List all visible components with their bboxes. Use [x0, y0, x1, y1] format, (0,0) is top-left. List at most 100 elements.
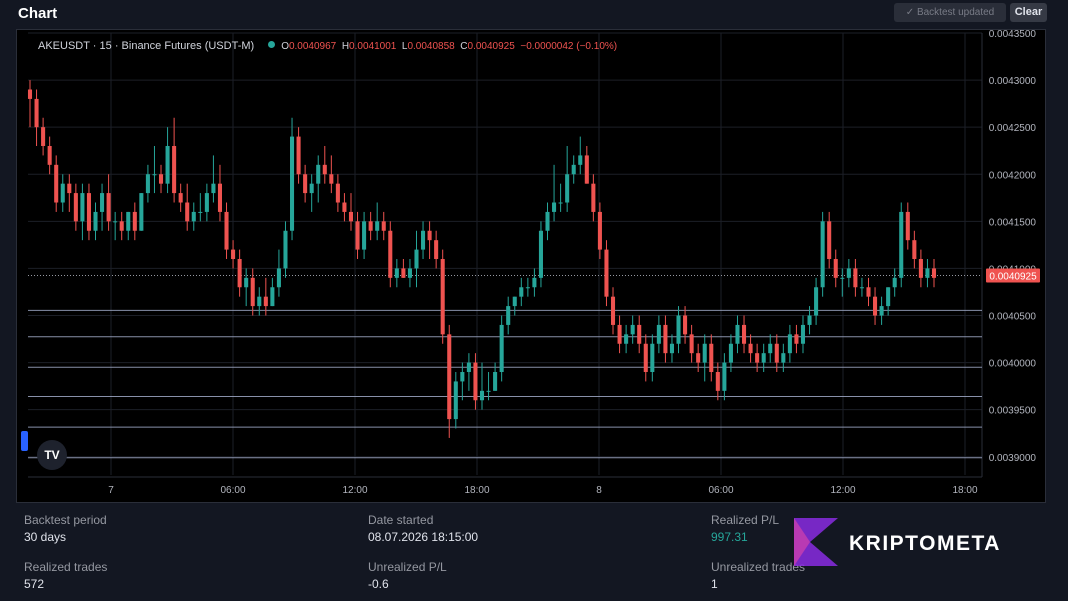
chart-panel[interactable] [16, 29, 1046, 503]
candle-body [931, 268, 937, 278]
candle-body [434, 240, 439, 260]
candle-body [689, 334, 694, 354]
candle-body [892, 277, 897, 288]
candle-body [224, 211, 229, 250]
candle-body [748, 343, 753, 354]
candle-body [191, 211, 196, 222]
candlestick-chart[interactable]: 0.0043500 0.0043000 0.0042500 0.0042000 0.00… [0, 0, 1068, 505]
candle-body [597, 211, 602, 250]
realized-pl-value: 997.31 [711, 530, 748, 544]
time-tick-label: 18:00 [952, 485, 977, 496]
last-price-label: 0.0040925 [989, 271, 1037, 282]
candle-body [833, 259, 838, 278]
candle-body [656, 324, 661, 344]
candle-body [565, 174, 570, 203]
candle-body [479, 390, 485, 401]
candle-body [460, 372, 465, 382]
candle-body [250, 277, 255, 307]
candle-body [466, 362, 471, 373]
candle-body [637, 324, 642, 344]
candle-body [60, 183, 65, 203]
window-title: Chart [18, 5, 58, 22]
candle-body [132, 211, 137, 231]
low-label: L [401, 41, 408, 52]
open-value: 0.0040967 [288, 41, 337, 52]
candle-body [178, 193, 183, 203]
candle-body [244, 277, 249, 288]
candle-body [663, 324, 668, 354]
candle-body [231, 249, 236, 260]
candle-body [545, 211, 550, 231]
tradingview-logo-icon[interactable]: TV [37, 440, 67, 470]
candle-body [41, 127, 46, 147]
backtest-period-label: Backtest period [24, 513, 107, 527]
candle-body [427, 230, 432, 241]
candle-body [237, 259, 242, 288]
time-tick-label: 12:00 [342, 485, 367, 496]
time-tick-label: 8 [596, 485, 602, 496]
kriptometa-logo-icon [794, 518, 838, 566]
candle-body [604, 249, 609, 297]
candle-body [165, 146, 170, 184]
candle-body [119, 221, 124, 231]
candle-body [827, 221, 832, 260]
candle-body [800, 324, 806, 344]
candle-body [34, 98, 39, 128]
clear-button[interactable]: Clear [1010, 3, 1047, 22]
candle-body [591, 183, 596, 212]
candle-body [820, 221, 825, 288]
time-tick-label: 06:00 [708, 485, 733, 496]
candle-body [617, 324, 622, 344]
candle-body [342, 202, 347, 212]
candle-body [73, 193, 78, 222]
last-price-marker [986, 268, 1040, 283]
candle-body [86, 193, 91, 231]
candle-body [473, 362, 478, 401]
candle-body [270, 287, 275, 307]
level-lines [28, 274, 982, 459]
candle-body [381, 221, 386, 231]
chart-legend: AKEUSDT · 15 · Binance Futures (USDT-M) O… [38, 40, 617, 52]
candle-body [211, 183, 216, 194]
candle-body [204, 193, 209, 212]
candle-body [440, 259, 445, 335]
candle-body [552, 202, 557, 212]
candle-body [421, 230, 426, 250]
candle-body [624, 334, 629, 344]
candle-body [158, 174, 164, 184]
candle-body [741, 324, 747, 344]
open-label: O [281, 41, 289, 52]
high-label: H [341, 41, 350, 52]
candle-body [93, 211, 98, 231]
candle-body [303, 174, 308, 194]
unrealized-trades-value: 1 [711, 577, 718, 591]
candle-body [499, 324, 504, 373]
candle-body [781, 353, 786, 363]
drag-handle[interactable] [21, 431, 28, 451]
candle-body [578, 155, 583, 165]
candle-body [283, 230, 288, 269]
candle-body [571, 164, 576, 175]
watermark-text: KRIPTOMETA [849, 532, 1001, 555]
time-tick-label: 06:00 [220, 485, 245, 496]
candle-body [453, 381, 458, 420]
candle-body [506, 306, 511, 325]
price-axis: 0.0043500 0.0043000 0.0042500 0.0042000 0.00… [986, 29, 1040, 464]
candle-body [80, 193, 85, 222]
candle-body [853, 268, 858, 288]
candles [27, 80, 937, 438]
candle-body [538, 230, 543, 278]
candle-body [322, 164, 327, 175]
candle-body [486, 390, 491, 392]
candle-body [630, 324, 635, 335]
candle-body [172, 146, 177, 194]
price-tick-label: 0.0042500 [989, 123, 1037, 134]
symbol-label[interactable]: AKEUSDT · 15 · Binance Futures (USDT-M) [38, 40, 255, 52]
candle-body [532, 277, 537, 288]
price-tick-label: 0.0039500 [989, 406, 1037, 417]
candle-body [126, 211, 131, 231]
candle-body [368, 221, 373, 231]
candle-body [152, 174, 157, 176]
candle-body [139, 193, 144, 231]
unrealized-pl-label: Unrealized P/L [368, 560, 447, 574]
